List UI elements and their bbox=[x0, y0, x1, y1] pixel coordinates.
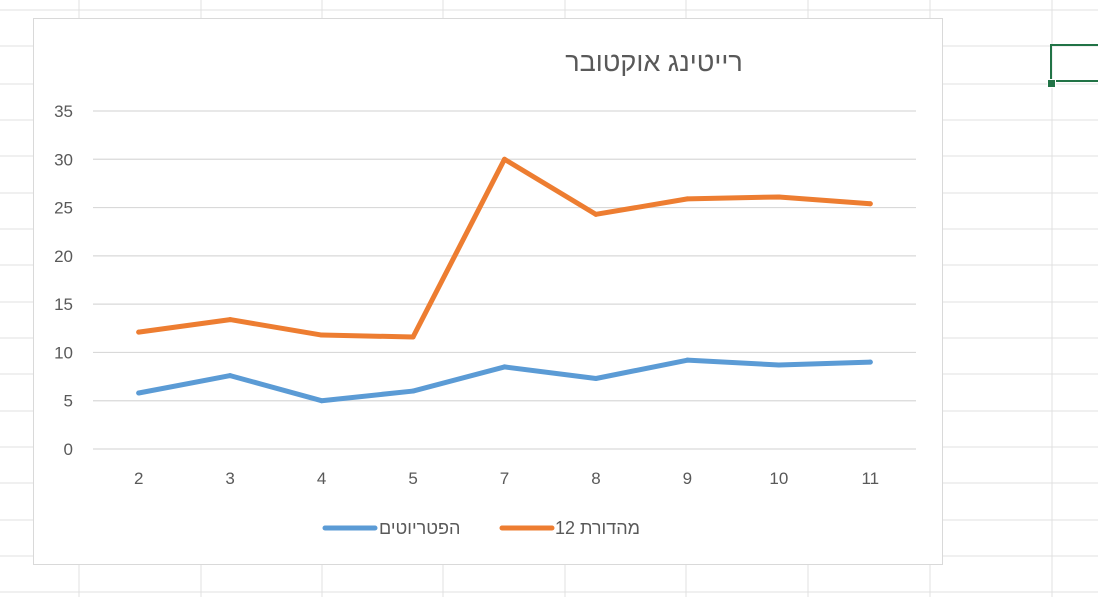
y-tick-label: 35 bbox=[54, 102, 73, 121]
y-tick-label: 20 bbox=[54, 247, 73, 266]
x-tick-label: 11 bbox=[861, 469, 879, 488]
data-point[interactable] bbox=[410, 388, 416, 394]
legend-label-2: מהדורת 12 bbox=[555, 518, 640, 538]
y-tick-label: 30 bbox=[54, 150, 73, 169]
data-point[interactable] bbox=[319, 332, 325, 338]
data-point[interactable] bbox=[319, 398, 325, 404]
legend[interactable]: הפטריוטים מהדורת 12 bbox=[322, 518, 640, 538]
data-point[interactable] bbox=[410, 334, 416, 340]
chart-title: רייטינג אוקטובר bbox=[565, 47, 743, 77]
data-point[interactable] bbox=[684, 357, 690, 363]
data-point[interactable] bbox=[502, 364, 507, 370]
data-point[interactable] bbox=[776, 362, 782, 368]
x-tick-label: 2 bbox=[134, 469, 143, 488]
series-line-2[interactable] bbox=[136, 156, 873, 340]
data-point[interactable] bbox=[593, 376, 599, 382]
chart-container[interactable]: רייטינג אוקטובר 0 5 10 15 20 25 30 35 2 3 4 5 7 8 9 10… bbox=[33, 18, 943, 565]
data-point[interactable] bbox=[776, 194, 782, 200]
line-chart: רייטינג אוקטובר 0 5 10 15 20 25 30 35 2 3 4 5 7 8 9 10… bbox=[54, 47, 916, 538]
y-tick-label: 0 bbox=[64, 440, 73, 459]
y-tick-label: 10 bbox=[54, 343, 73, 362]
y-axis-ticks: 0 5 10 15 20 25 30 35 bbox=[54, 102, 73, 459]
data-point[interactable] bbox=[227, 373, 233, 379]
data-point[interactable] bbox=[867, 359, 873, 365]
data-point[interactable] bbox=[867, 201, 873, 207]
x-axis-ticks: 2 3 4 5 7 8 9 10 11 bbox=[134, 469, 879, 488]
legend-label-1: הפטריוטים bbox=[379, 518, 460, 538]
selected-cell[interactable] bbox=[1050, 44, 1098, 82]
data-point[interactable] bbox=[593, 211, 599, 217]
x-tick-label: 9 bbox=[683, 469, 692, 488]
y-tick-label: 5 bbox=[64, 392, 73, 411]
x-tick-label: 4 bbox=[317, 469, 326, 488]
x-tick-label: 7 bbox=[500, 469, 509, 488]
data-point[interactable] bbox=[136, 329, 142, 335]
x-tick-label: 10 bbox=[769, 469, 788, 488]
y-tick-label: 15 bbox=[54, 295, 73, 314]
y-tick-label: 25 bbox=[54, 199, 73, 218]
x-tick-label: 8 bbox=[591, 469, 600, 488]
data-point[interactable] bbox=[502, 156, 507, 162]
data-point[interactable] bbox=[684, 196, 690, 202]
x-tick-label: 5 bbox=[408, 469, 417, 488]
data-point[interactable] bbox=[136, 390, 142, 396]
fill-handle[interactable] bbox=[1047, 79, 1056, 88]
x-tick-label: 3 bbox=[225, 469, 234, 488]
data-point[interactable] bbox=[227, 317, 233, 323]
series-lines bbox=[136, 156, 873, 404]
